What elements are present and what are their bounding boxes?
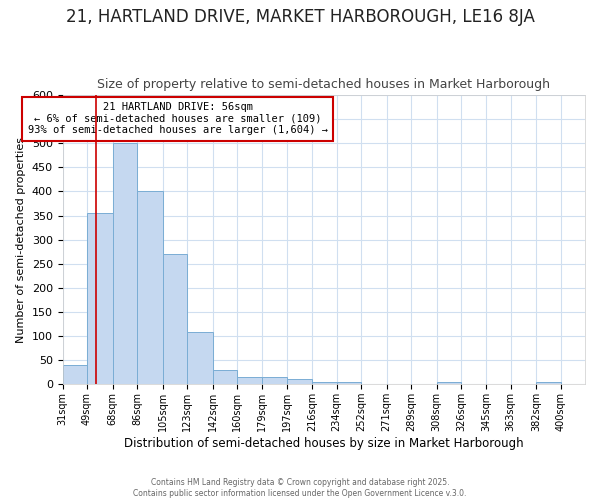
Title: Size of property relative to semi-detached houses in Market Harborough: Size of property relative to semi-detach… <box>97 78 550 91</box>
Text: Contains HM Land Registry data © Crown copyright and database right 2025.
Contai: Contains HM Land Registry data © Crown c… <box>133 478 467 498</box>
Bar <box>137 192 163 384</box>
X-axis label: Distribution of semi-detached houses by size in Market Harborough: Distribution of semi-detached houses by … <box>124 437 524 450</box>
Bar <box>87 213 113 384</box>
Bar <box>287 380 313 384</box>
Bar <box>212 370 237 384</box>
Text: 21 HARTLAND DRIVE: 56sqm
← 6% of semi-detached houses are smaller (109)
93% of s: 21 HARTLAND DRIVE: 56sqm ← 6% of semi-de… <box>28 102 328 136</box>
Bar <box>163 254 187 384</box>
Bar <box>313 382 337 384</box>
Bar <box>113 143 137 384</box>
Bar <box>62 365 87 384</box>
Bar <box>262 377 287 384</box>
Bar <box>337 382 361 384</box>
Bar <box>237 377 262 384</box>
Bar <box>437 382 461 384</box>
Text: 21, HARTLAND DRIVE, MARKET HARBOROUGH, LE16 8JA: 21, HARTLAND DRIVE, MARKET HARBOROUGH, L… <box>65 8 535 26</box>
Y-axis label: Number of semi-detached properties: Number of semi-detached properties <box>16 136 26 342</box>
Bar <box>536 382 561 384</box>
Bar <box>187 332 212 384</box>
